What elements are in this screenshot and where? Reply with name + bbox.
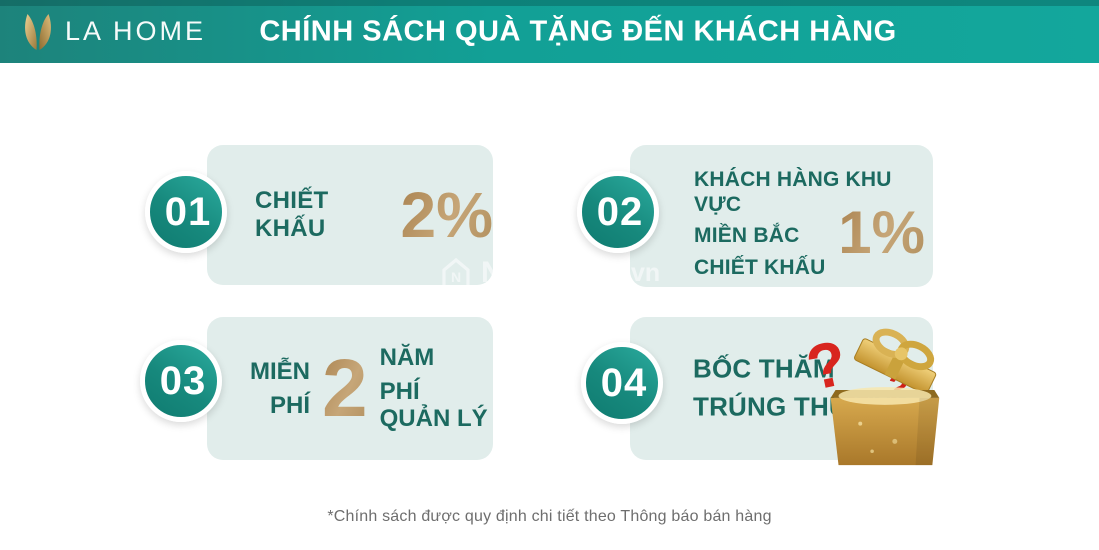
card3-number-badge: 03 [140,340,222,422]
page-title: CHÍNH SÁCH QUÀ TẶNG ĐẾN KHÁCH HÀNG [259,15,897,47]
card3-prefix-line: MIỄN [250,357,310,385]
lahome-leaf-logo-icon [20,12,56,52]
card4-number: 04 [600,360,648,405]
card2-line: MIỀN BẮC [694,224,800,248]
card3-highlight-value: 2 [322,342,368,434]
card4-number-badge: 04 [581,342,663,424]
card2-line: CHIẾT KHẤU [694,255,826,279]
policy-card-discount-2pct: CHIẾT KHẤU 2% [207,145,493,285]
gift-box-icon: ? ? ? ? [801,328,940,466]
card1-highlight-value: 2% [400,179,494,251]
policy-card-north-discount-1pct: KHÁCH HÀNG KHU VỰC MIỀN BẮC CHIẾT KHẤU 1… [630,145,933,287]
policy-card-lucky-draw: BỐC THĂM TRÚNG THƯỞNG ? ? ? ? [630,317,940,466]
brand-logo: LA HOME [0,12,206,52]
card3-suffix-line: NĂM [379,344,435,372]
policy-card-free-management-fee: MIỄN PHÍ 2 NĂM PHÍ QUẢN LÝ [207,317,493,460]
card1-label: CHIẾT KHẤU [255,187,329,242]
card3-number: 03 [159,358,207,403]
card3-prefix-line: PHÍ [269,391,310,419]
footer-disclaimer: *Chính sách được quy định chi tiết theo … [327,508,772,525]
header-bar: LA HOME CHÍNH SÁCH QUÀ TẶNG ĐẾN KHÁCH HÀ… [0,0,1099,63]
card2-number-badge: 02 [577,171,659,253]
card2-highlight-value: 1% [838,199,925,266]
card1-number-badge: 01 [145,171,227,253]
card2-number: 02 [596,189,644,234]
brand-name: LA HOME [65,16,207,46]
card1-number: 01 [164,189,212,234]
card2-line: KHÁCH HÀNG KHU VỰC [694,168,892,217]
card3-suffix-line: PHÍ QUẢN LÝ [379,377,488,433]
card4-line: BỐC THĂM [693,353,835,384]
